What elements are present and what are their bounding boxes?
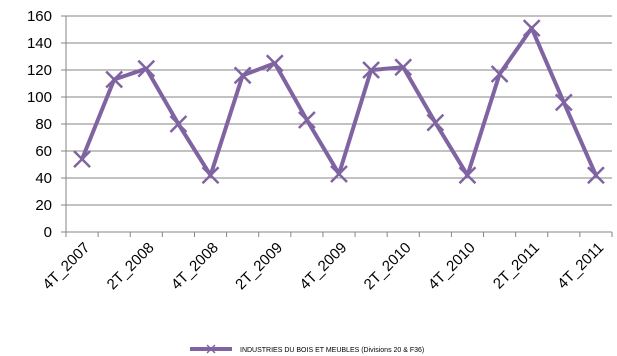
data-point-marker (330, 165, 348, 183)
data-point-marker (73, 150, 91, 168)
legend-label: INDUSTRIES DU BOIS ET MEUBLES (Divisions… (240, 347, 424, 354)
x-tick-label: 4T_2010 (425, 239, 479, 293)
x-tick-label: 2T_2011 (490, 239, 543, 292)
data-point-marker (490, 65, 509, 83)
data-point-marker (169, 115, 188, 133)
data-point-marker (265, 54, 284, 73)
y-tick-label: 80 (35, 116, 52, 133)
data-point-marker (458, 166, 477, 185)
x-tick-label: 2T_2010 (361, 239, 415, 293)
data-point-marker (522, 19, 541, 38)
series-line (80, 26, 598, 178)
x-tick-label: 4T_2008 (168, 239, 222, 293)
y-tick-label: 20 (35, 197, 52, 214)
x-tick-label: 4T_2011 (554, 239, 607, 292)
legend-marker (206, 344, 216, 354)
data-point-marker (362, 61, 381, 79)
data-point-marker (105, 70, 124, 89)
x-tick-label: 4T_2007 (39, 239, 93, 293)
data-point-marker (426, 113, 445, 132)
data-point-marker (137, 59, 156, 78)
y-tick-label: 100 (27, 89, 52, 106)
y-tick-label: 40 (35, 170, 52, 187)
y-tick-label: 140 (27, 35, 52, 52)
y-tick-label: 60 (35, 143, 52, 160)
y-tick-label: 0 (44, 224, 52, 241)
y-tick-label: 160 (27, 8, 52, 25)
data-point-marker (554, 93, 573, 112)
data-point-marker (233, 66, 252, 85)
data-point-marker (201, 166, 220, 185)
y-tick-label: 120 (27, 62, 52, 79)
x-tick-label: 4T_2009 (296, 239, 350, 293)
x-tick-label: 2T_2009 (232, 239, 286, 293)
x-tick-label: 2T_2008 (104, 239, 158, 293)
legend: INDUSTRIES DU BOIS ET MEUBLES (Divisions… (190, 344, 424, 354)
data-point-marker (297, 111, 316, 129)
gridlines (66, 15, 612, 206)
data-point-marker (394, 58, 413, 77)
series-layer (73, 19, 605, 185)
data-point-marker (587, 166, 605, 185)
